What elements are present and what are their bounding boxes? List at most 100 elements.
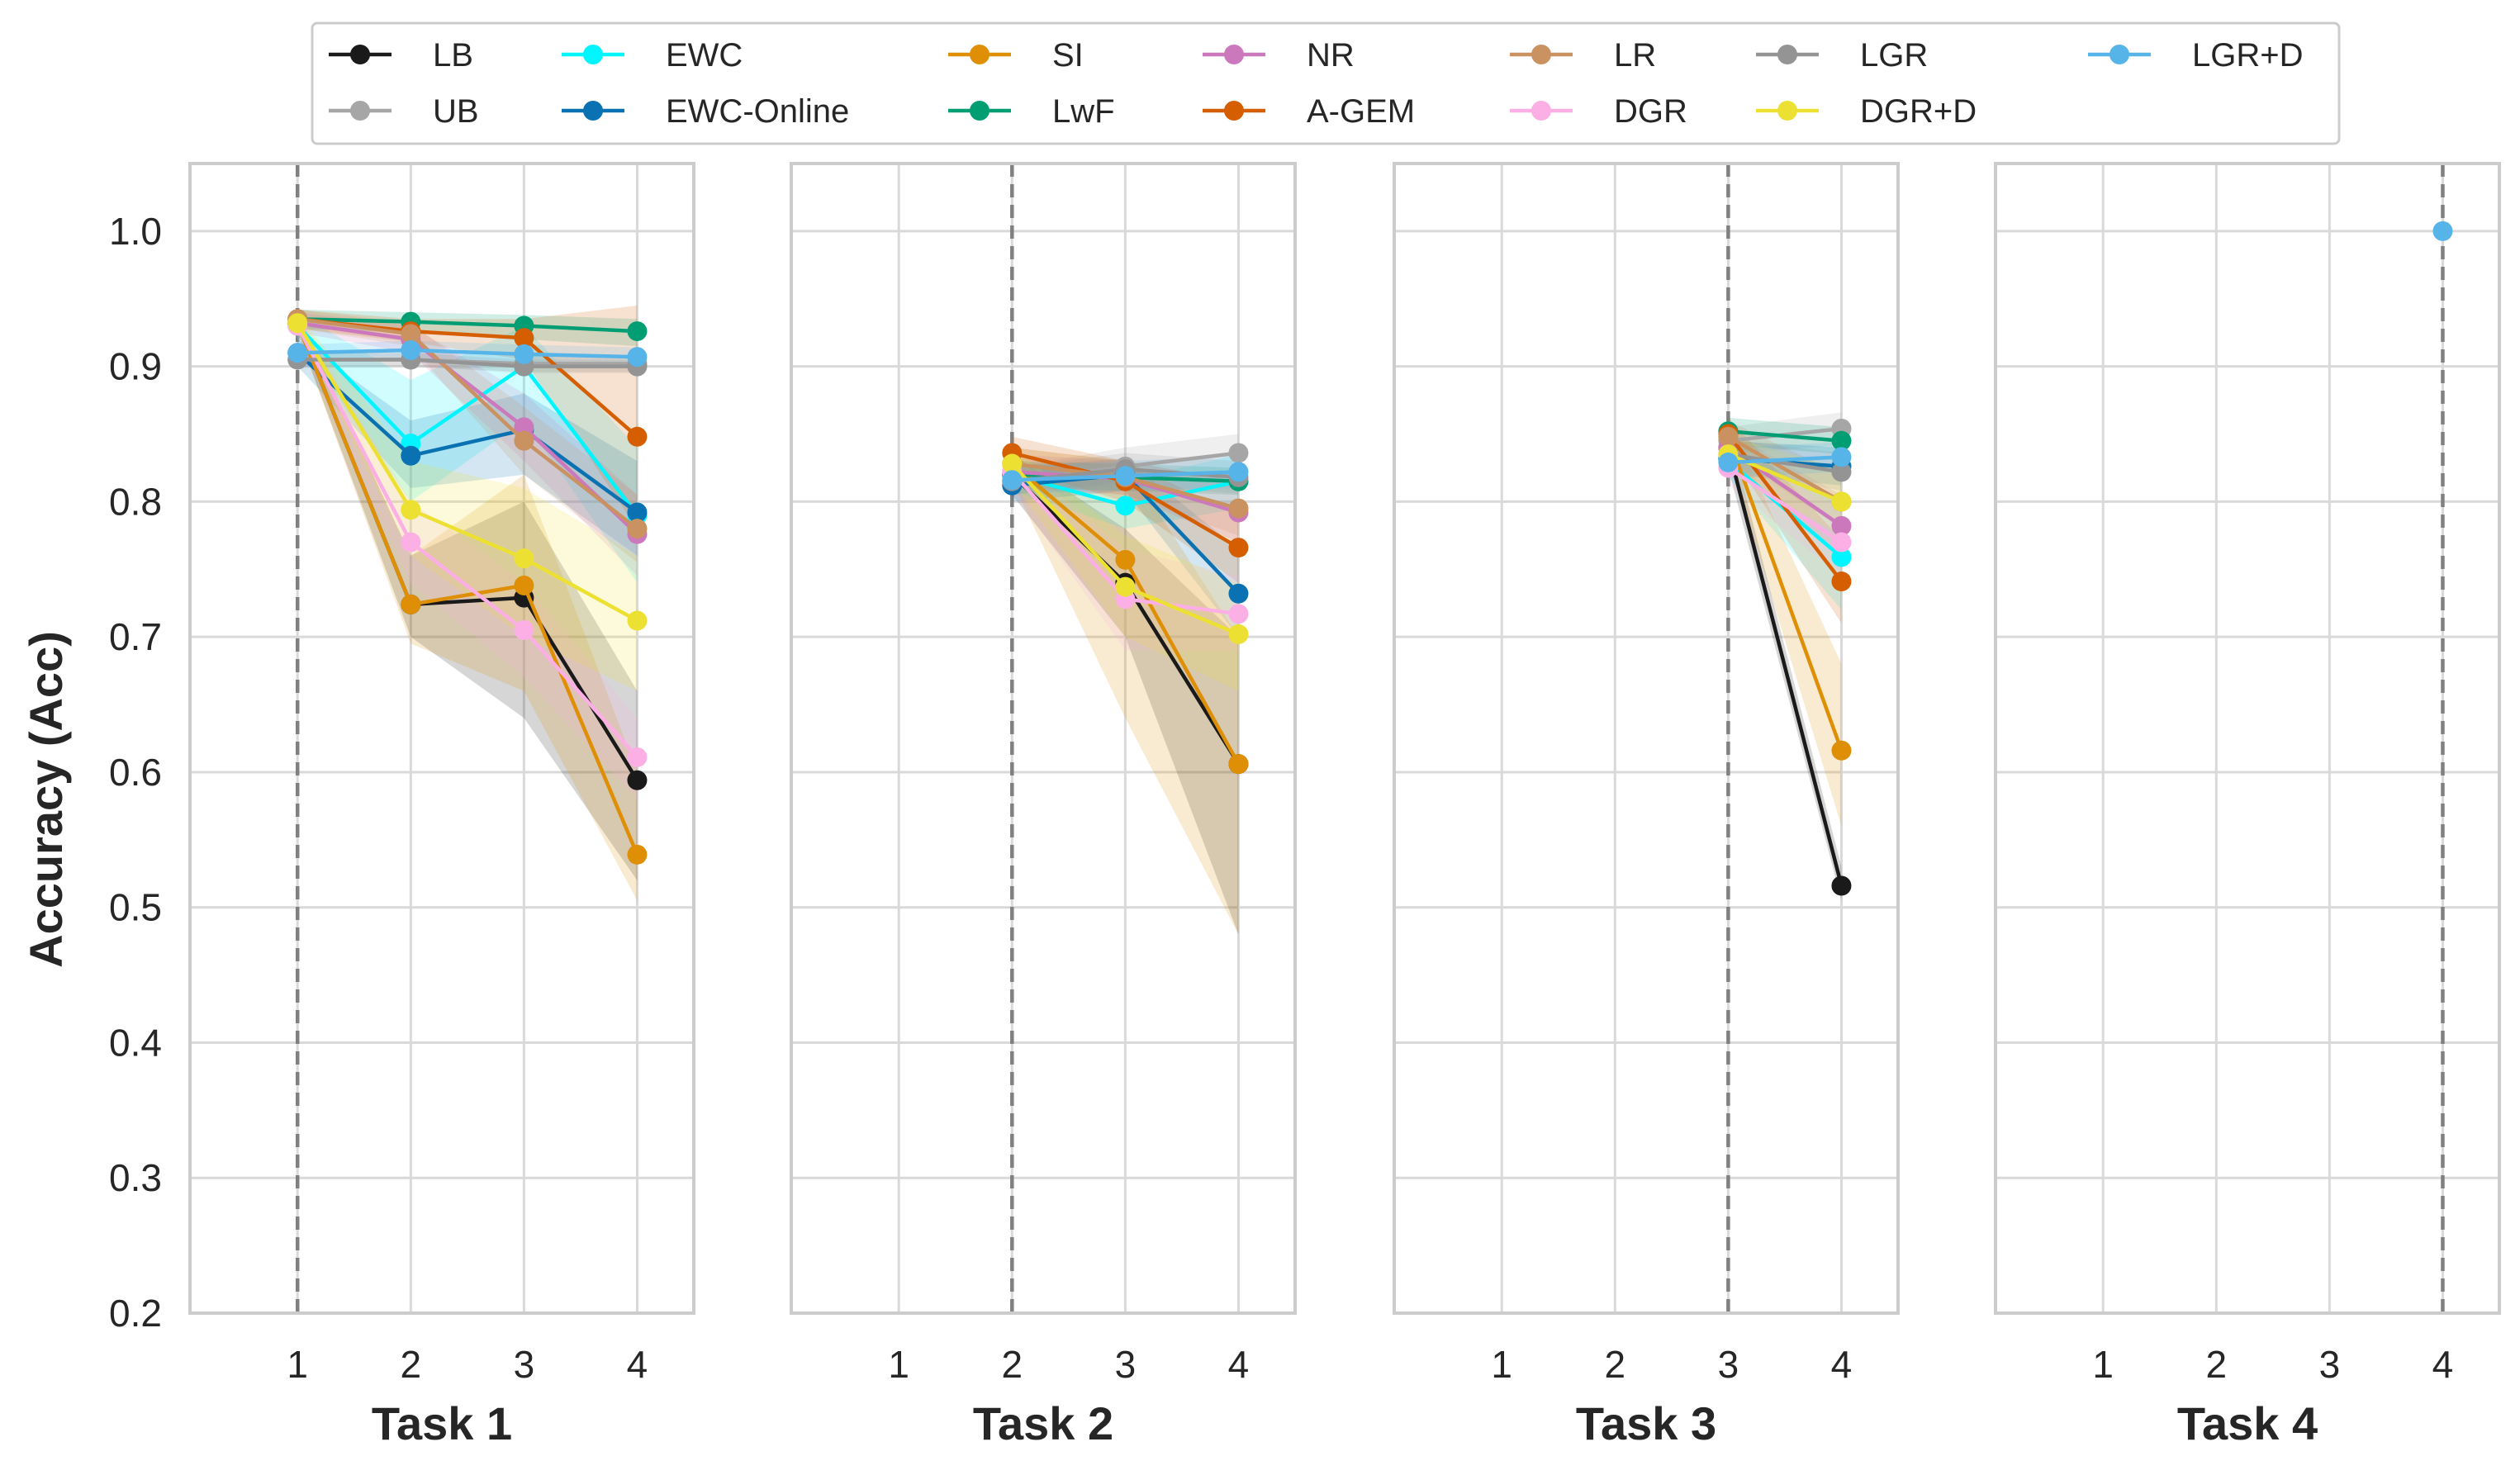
y-tick-label: 0.7 — [109, 615, 162, 658]
line-ewc-online — [296, 351, 638, 515]
x-tick-label: 4 — [1228, 1343, 1250, 1386]
band-dgr-d — [297, 312, 638, 691]
legend-label: LGR — [1860, 37, 1928, 74]
legend-item-ewc: EWC — [562, 37, 743, 74]
legend-swatch-marker — [1224, 101, 1244, 121]
axes-frame — [188, 162, 695, 1315]
x-tick-label: 2 — [1605, 1343, 1626, 1386]
point-lgr-d — [401, 339, 421, 360]
line-lgr-d — [297, 348, 638, 359]
point-lr — [514, 430, 534, 451]
line-dgr — [296, 325, 639, 759]
legend-label: LB — [433, 37, 473, 74]
point-lgr-d — [514, 344, 534, 364]
band-lr — [1728, 420, 1842, 529]
x-tick-label: 1 — [2092, 1343, 2114, 1386]
legend-item-lgr-d: LGR+D — [2088, 37, 2304, 74]
legend-item-ub: UB — [329, 93, 479, 130]
x-tick-label: 3 — [514, 1343, 535, 1386]
legend-label: LR — [1614, 37, 1656, 74]
band-ewc-online — [297, 339, 638, 556]
x-tick-label: 2 — [1002, 1343, 1023, 1386]
point-si — [627, 844, 648, 865]
point-dgr-d — [1115, 576, 1136, 597]
y-tick-label: 0.9 — [109, 345, 162, 388]
legend-box — [311, 21, 2341, 145]
line-lgr — [297, 358, 638, 368]
y-axis-title: Accuracy (Acc) — [20, 631, 72, 968]
legend-label: EWC — [666, 37, 743, 74]
point-dgr-d — [627, 610, 648, 631]
x-tick-label: 3 — [1115, 1343, 1137, 1386]
point-dgr — [1228, 604, 1249, 624]
y-tick-label: 0.3 — [109, 1156, 162, 1199]
legend-item-ewc-online: EWC-Online — [562, 93, 849, 130]
point-lgr-d — [287, 343, 308, 363]
band-dgr — [297, 312, 638, 799]
legend-item-lr: LR — [1510, 37, 1656, 74]
y-tick-label: 0.4 — [109, 1021, 162, 1064]
line-si — [1726, 436, 1844, 752]
legend-item-lb: LB — [329, 37, 473, 74]
point-dgr — [401, 532, 421, 553]
line-si — [296, 322, 639, 856]
point-lgr-d — [2432, 221, 2453, 241]
point-lgr-d — [1115, 466, 1136, 486]
point-si — [514, 575, 534, 595]
point-lgr-d — [1718, 452, 1739, 472]
line-nr — [297, 320, 639, 536]
point-si — [401, 594, 421, 614]
legend-item-lgr: LGR — [1756, 37, 1928, 74]
axes-frame — [1393, 162, 1900, 1315]
legend-label: DGR — [1614, 93, 1687, 130]
point-lr — [627, 519, 648, 539]
point-lgr-d — [1831, 447, 1852, 467]
point-a-gem — [1228, 538, 1249, 558]
line-ewc — [296, 324, 639, 517]
line-lr — [1727, 434, 1843, 504]
legend-item-si: SI — [948, 37, 1084, 74]
x-axis-title: Task 1 — [372, 1397, 512, 1449]
band-lwf — [297, 309, 638, 347]
point-lwf — [1831, 430, 1852, 451]
legend-swatch-marker — [1531, 45, 1551, 64]
point-si — [1115, 549, 1136, 570]
point-ewc-online — [401, 445, 421, 466]
subplot-grid: 1 2 3 4 Task 1 0.2 0.3 0.4 0.5 0.6 0.7 0.8 0.9 1.0 1 2 3… — [109, 162, 2501, 1449]
y-tick-label: 0.2 — [109, 1292, 162, 1335]
legend-label: EWC-Online — [666, 93, 849, 130]
point-dgr-d — [1002, 453, 1023, 474]
point-ub — [1228, 443, 1249, 463]
point-nr — [1831, 515, 1852, 536]
legend-label: LwF — [1052, 93, 1115, 130]
legend-item-nr: NR — [1203, 37, 1355, 74]
legend-swatch-marker — [1777, 45, 1797, 64]
point-a-gem — [514, 328, 534, 349]
legend: LB UB EWC EWC-Online SI LwF NR A-GEM LR DGR LGR DGR… — [311, 21, 2341, 145]
legend-item-dgr-d: DGR+D — [1756, 93, 1977, 130]
point-dgr-d — [1228, 624, 1249, 644]
band-si — [1728, 420, 1842, 827]
point-lr — [1228, 498, 1249, 519]
axes-frame — [790, 162, 1297, 1315]
legend-swatch-marker — [970, 45, 989, 64]
legend-swatch-marker — [2109, 45, 2129, 64]
line-dgr-d — [296, 322, 638, 623]
point-dgr-d — [1831, 491, 1852, 512]
x-axis-title: Task 4 — [2177, 1397, 2318, 1449]
point-lr — [401, 324, 421, 344]
legend-label: SI — [1052, 37, 1084, 74]
y-tick-label: 0.6 — [109, 751, 162, 794]
band-si — [1012, 447, 1239, 935]
point-lr — [1718, 426, 1739, 447]
x-tick-label: 1 — [287, 1343, 308, 1386]
point-lb — [627, 770, 648, 790]
x-tick-label: 4 — [1831, 1343, 1853, 1386]
band-si — [297, 312, 638, 901]
point-dgr — [514, 619, 534, 640]
legend-label: DGR+D — [1860, 93, 1977, 130]
legend-swatch-marker — [583, 45, 603, 64]
point-dgr-d — [514, 548, 534, 569]
point-ewc — [1115, 496, 1136, 516]
x-tick-label: 1 — [1491, 1343, 1512, 1386]
